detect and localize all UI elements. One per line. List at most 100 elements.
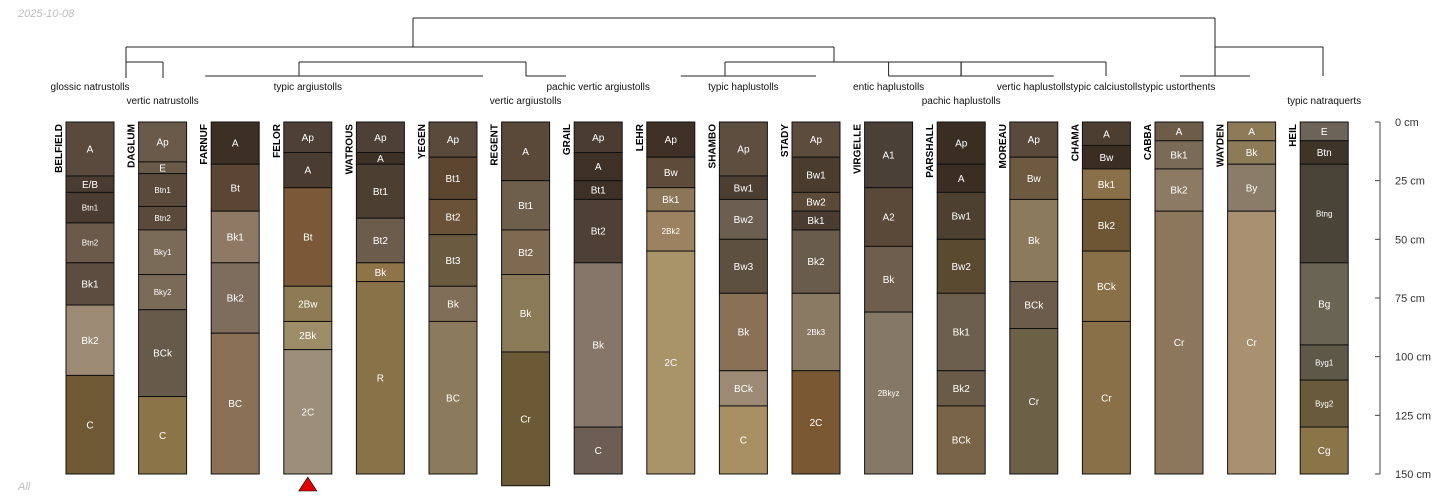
horizon bbox=[1299, 262, 1349, 346]
horizon bbox=[1081, 320, 1131, 475]
horizon bbox=[428, 198, 478, 236]
profile-cabba: A Bk1 Bk2 Cr CABBA bbox=[1143, 121, 1204, 475]
horizon-label: Bk2 bbox=[807, 257, 825, 268]
horizon bbox=[138, 121, 188, 163]
horizon bbox=[283, 121, 333, 154]
horizon-label: Bt2 bbox=[373, 236, 388, 247]
group-label: typic haplustolls bbox=[708, 82, 779, 93]
horizon-label: E bbox=[159, 163, 166, 174]
horizon-label: Ap bbox=[1028, 135, 1041, 146]
horizon-label: Bk2 bbox=[1170, 186, 1188, 197]
profile-name-label: STADY bbox=[780, 124, 791, 157]
horizon-label: Bk bbox=[592, 341, 605, 352]
horizon-label: Bw bbox=[1099, 153, 1114, 164]
horizon-label: A bbox=[232, 139, 239, 150]
profile-yegen: Ap Bt1 Bt2 Bt3 Bk BC YEGEN bbox=[417, 121, 478, 475]
horizon-label: Bw bbox=[664, 168, 679, 179]
horizon-label: Cr bbox=[1101, 393, 1112, 404]
horizon bbox=[65, 191, 115, 224]
profile-parshall: Ap A Bw1 Bw2 Bk1 Bk2 BCk PARSHALL bbox=[925, 121, 986, 475]
horizon-label: A bbox=[595, 162, 602, 173]
horizon-label: Cg bbox=[1318, 446, 1331, 457]
horizon-label: BCk bbox=[734, 384, 754, 395]
horizon bbox=[283, 187, 333, 287]
horizon-label: Bk1 bbox=[227, 233, 245, 244]
profile-moreau: Ap Bw Bk BCk Cr MOREAU bbox=[998, 121, 1059, 475]
horizon-label: Bk bbox=[520, 309, 533, 320]
axis-tick-label: 75 cm bbox=[1395, 293, 1425, 305]
profile-regent: A Bt1 Bt2 Bk Cr REGENT bbox=[490, 121, 551, 487]
horizon-label: Ap bbox=[810, 135, 823, 146]
horizon-label: C bbox=[595, 446, 602, 457]
horizon-label: Bk1 bbox=[807, 216, 825, 227]
horizon-label: Bt bbox=[230, 183, 240, 194]
group-label: typic natraquerts bbox=[1287, 96, 1361, 107]
axis-tick-label: 0 cm bbox=[1395, 117, 1419, 129]
dendrogram: glossic natrustolls vertic natrustolls typ… bbox=[51, 17, 1361, 107]
horizon bbox=[791, 156, 841, 193]
horizon-label: Bk1 bbox=[953, 328, 971, 339]
horizon-label: Bk1 bbox=[1098, 180, 1116, 191]
horizon bbox=[791, 121, 841, 158]
red-triangle-marker bbox=[298, 476, 318, 492]
horizon bbox=[355, 163, 405, 219]
horizon bbox=[1299, 379, 1349, 428]
horizon-label: Bk bbox=[447, 299, 460, 310]
profile-stady: Ap Bw1 Bw2 Bk1 Bk2 2Bk3 2C STADY bbox=[780, 121, 841, 475]
horizon bbox=[646, 121, 696, 158]
horizon bbox=[1299, 426, 1349, 475]
horizon bbox=[428, 121, 478, 158]
horizon bbox=[864, 187, 914, 247]
profile-lehr: Ap Bw Bk1 2Bk2 2C LEHR bbox=[635, 121, 696, 475]
horizon-label: 2Bkyz bbox=[878, 389, 900, 398]
horizon-label: A bbox=[1176, 127, 1183, 138]
horizon bbox=[718, 121, 768, 177]
profile-chama: A Bw Bk1 Bk2 BCk Cr CHAMA bbox=[1070, 121, 1131, 475]
horizon-label: Ap bbox=[302, 133, 315, 144]
horizon-label: Ap bbox=[955, 139, 968, 150]
horizon bbox=[1009, 198, 1059, 283]
horizon bbox=[718, 370, 768, 407]
profile-virgelle: A1 A2 Bk 2Bkyz VIRGELLE bbox=[853, 121, 914, 475]
horizon bbox=[138, 173, 188, 207]
horizon-label: E/B bbox=[82, 180, 98, 191]
group-label: entic haplustolls bbox=[853, 82, 924, 93]
horizon bbox=[573, 198, 623, 264]
horizon-label: Bt2 bbox=[591, 227, 606, 238]
profile-name-label: FARNUF bbox=[199, 124, 210, 165]
horizon-label: Bw bbox=[1027, 174, 1042, 185]
horizon bbox=[65, 374, 115, 475]
horizon-label: E bbox=[1321, 127, 1328, 138]
horizon-label: Btn2 bbox=[82, 239, 99, 248]
horizon-label: Byg1 bbox=[1315, 358, 1334, 367]
horizon-label: A bbox=[1103, 129, 1110, 140]
horizon bbox=[718, 198, 768, 240]
profile-name-label: LEHR bbox=[635, 123, 646, 151]
horizon-label: Btn1 bbox=[82, 204, 99, 213]
horizon-label: Bg bbox=[1318, 299, 1330, 310]
horizon-label: A2 bbox=[882, 213, 895, 224]
horizon bbox=[791, 370, 841, 475]
horizon-label: Btn2 bbox=[154, 214, 171, 223]
horizon bbox=[355, 121, 405, 154]
group-label: vertic natrustolls bbox=[126, 96, 198, 107]
horizon-label: Bw1 bbox=[734, 183, 754, 194]
horizon bbox=[65, 304, 115, 376]
horizon-label: Bt1 bbox=[445, 174, 460, 185]
group-label: vertic argiustolls bbox=[490, 96, 562, 107]
horizon bbox=[210, 121, 260, 165]
horizon-label: C bbox=[740, 436, 747, 447]
horizon bbox=[864, 121, 914, 189]
horizon bbox=[718, 292, 768, 372]
horizon-label: Bt1 bbox=[591, 186, 606, 197]
axis-tick-label: 25 cm bbox=[1395, 176, 1425, 188]
horizon-label: Bk bbox=[1246, 148, 1259, 159]
profile-name-label: YEGEN bbox=[417, 124, 428, 159]
horizon bbox=[573, 262, 623, 428]
horizon-label: Bw2 bbox=[951, 262, 971, 273]
profile-wayden: A Bk By Cr WAYDEN bbox=[1216, 121, 1277, 475]
horizon bbox=[864, 311, 914, 475]
horizon-label: Bk2 bbox=[1098, 221, 1116, 232]
